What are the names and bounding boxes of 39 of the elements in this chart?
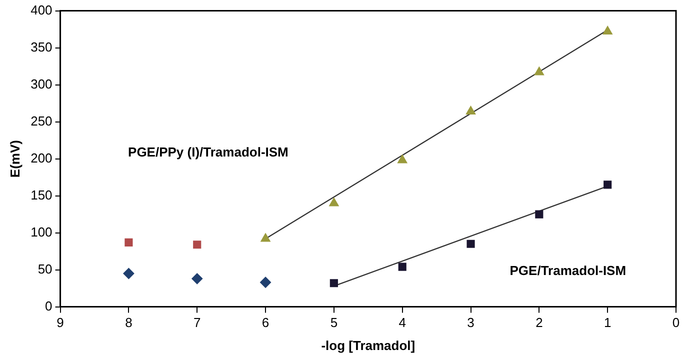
x-tick-label: 6 [262, 315, 270, 330]
x-tick-label: 7 [193, 315, 201, 330]
point [466, 240, 475, 248]
x-tick-label: 2 [536, 315, 543, 330]
y-tick-label: 400 [30, 2, 52, 18]
x-tick-label: 5 [330, 315, 338, 330]
y-tick-label: 50 [38, 261, 52, 276]
y-tick-label: 300 [30, 76, 52, 92]
y-axis-title: E(mV) [7, 140, 22, 178]
point [192, 273, 203, 284]
point [193, 240, 202, 249]
y-tick-label: 250 [30, 113, 52, 128]
point [329, 198, 339, 206]
y-tick-label: 350 [30, 39, 52, 54]
point [398, 154, 408, 164]
point [534, 66, 544, 76]
point [398, 262, 406, 271]
point [260, 276, 272, 288]
point [535, 210, 544, 218]
x-tick-label: 3 [467, 315, 474, 330]
annotation: PGE/PPy (I)/Tramadol-ISM [128, 144, 288, 160]
x-tick-label: 4 [398, 315, 406, 330]
annotation: PGE/Tramadol-ISM [510, 262, 626, 278]
point [604, 180, 612, 189]
point [123, 268, 134, 279]
point [602, 26, 612, 35]
y-tick-label: 150 [30, 187, 52, 202]
point [466, 106, 476, 114]
y-tick-label: 200 [30, 150, 52, 166]
x-axis-title: -log [Tramadol] [321, 338, 416, 353]
y-tick-label: 0 [45, 298, 52, 314]
x-tick-label: 9 [56, 315, 64, 330]
x-tick-label: 1 [604, 315, 612, 330]
x-tick-label: 8 [125, 315, 132, 330]
x-tick-label: 0 [672, 315, 680, 330]
point [124, 238, 133, 246]
point [330, 279, 338, 288]
y-tick-label: 100 [30, 224, 52, 240]
point [260, 233, 270, 242]
